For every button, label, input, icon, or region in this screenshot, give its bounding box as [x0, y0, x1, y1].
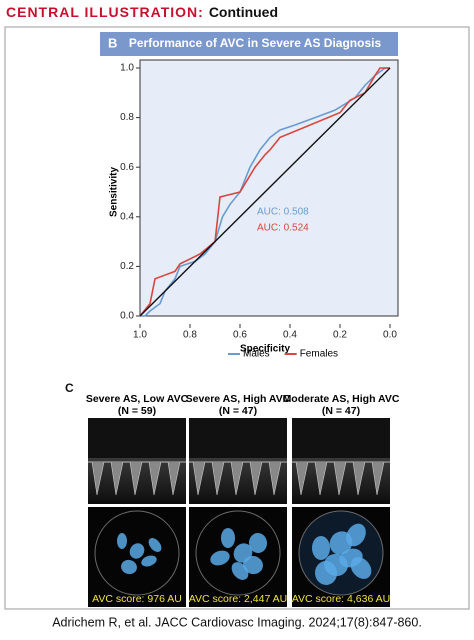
x-tick-label: 0.4: [283, 330, 297, 341]
y-axis-label: Sensitivity: [109, 167, 120, 217]
calcium-blob: [129, 543, 145, 559]
auc-annotation: AUC: 0.508: [257, 207, 309, 218]
y-tick-label: 0.2: [120, 261, 134, 272]
calcium-blob: [121, 559, 137, 575]
y-tick-label: 0.0: [120, 311, 134, 322]
y-tick-label: 0.8: [120, 112, 134, 123]
avc-score: AVC score: 976 AU: [92, 593, 182, 605]
ct-ring: [195, 510, 281, 596]
calcium-blob: [314, 561, 338, 585]
ct-ring: [94, 510, 180, 596]
x-tick-label: 1.0: [133, 330, 147, 341]
calcium-blob: [141, 555, 157, 567]
column-title: Moderate AS, High AVC: [283, 393, 400, 405]
calcium-blob: [117, 533, 127, 549]
y-tick-label: 0.4: [120, 211, 134, 222]
column-n: (N = 47): [219, 405, 257, 417]
y-tick-label: 1.0: [120, 63, 134, 74]
doppler-wave: [292, 461, 385, 496]
calcium-blob: [350, 557, 372, 579]
chart-title: Performance of AVC in Severe AS Diagnosi…: [129, 36, 382, 50]
calcium-blob: [221, 528, 235, 548]
citation: Adrichem R, et al. JACC Cardiovasc Imagi…: [52, 615, 422, 629]
avc-score: AVC score: 2,447 AU: [189, 593, 287, 605]
calcium-blob: [148, 538, 162, 552]
header-subtitle: Continued: [209, 4, 278, 20]
header-title: CENTRAL ILLUSTRATION: Continued: [6, 4, 278, 20]
column-title: Severe AS, High AVC: [186, 393, 291, 405]
panel-label: B: [108, 35, 117, 50]
calcium-blob: [231, 562, 249, 580]
calcium-blob: [312, 536, 330, 560]
echo-header: [292, 418, 390, 458]
doppler-wave: [189, 461, 282, 496]
avc-score: AVC score: 4,636 AU: [292, 593, 390, 605]
calcium-blob: [210, 550, 230, 566]
calcium-blob: [243, 555, 263, 575]
x-tick-label: 0.2: [333, 330, 347, 341]
auc-annotation: AUC: 0.524: [257, 223, 309, 234]
column-title: Severe AS, Low AVC: [86, 393, 189, 405]
x-tick-label: 0.6: [233, 330, 247, 341]
legend-label: Females: [300, 349, 338, 360]
doppler-wave: [88, 461, 181, 496]
header-title-text: CENTRAL ILLUSTRATION:: [6, 4, 204, 20]
calcium-blob: [346, 523, 366, 547]
column-n: (N = 47): [322, 405, 360, 417]
calcium-blob: [248, 533, 268, 553]
x-tick-label: 0.8: [183, 330, 197, 341]
figure-border: [4, 26, 470, 610]
x-axis-label: Specificity: [240, 344, 290, 355]
panel-c-label: C: [65, 381, 74, 395]
x-tick-label: 0.0: [383, 330, 397, 341]
y-tick-label: 0.6: [120, 162, 134, 173]
echo-header: [88, 418, 186, 458]
panel-b-header: [100, 32, 398, 56]
reference-diagonal: [139, 67, 391, 317]
column-n: (N = 59): [118, 405, 156, 417]
legend-label: Males: [243, 349, 270, 360]
echo-header: [189, 418, 287, 458]
